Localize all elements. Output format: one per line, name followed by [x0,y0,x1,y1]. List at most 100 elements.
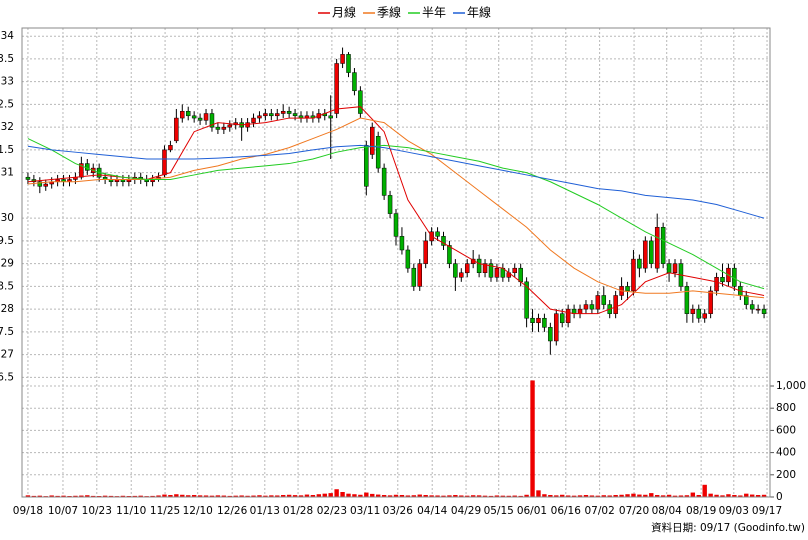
volume-bar [186,495,191,497]
volume-bar [257,495,262,497]
x-tick-label: 09/03 [719,505,749,517]
volume-bar [429,495,434,497]
volume-bar [411,495,417,497]
candle-body [554,313,559,342]
candle-body [328,115,333,119]
candle-body [542,317,547,328]
x-tick-label: 10/07 [48,505,78,517]
volume-bar [79,495,84,497]
candle-body [174,117,179,142]
candle-body [660,226,666,264]
candle-body [761,308,767,314]
candle-body [280,110,286,114]
volume-bar [601,495,606,497]
volume-bar [263,495,268,497]
candle-body [191,115,197,119]
volume-bar [49,495,54,497]
volume-bar [108,495,114,497]
candle-body [512,267,517,273]
volume-bar [25,495,31,497]
candle-body [744,295,749,305]
candle-body [168,145,173,151]
volume-bar [536,490,541,497]
x-tick-label: 06/16 [551,505,582,517]
candle-body [399,236,405,251]
volume-bar [275,495,280,497]
ma-line [27,138,765,290]
candle-body [423,240,428,264]
candle-body [654,226,660,269]
y-tick-label: 9.5 [0,235,14,247]
volume-bar [465,495,470,497]
volume-bar [91,495,96,497]
candle-body [275,113,280,117]
volume-bar [245,495,250,497]
volume-bar [453,495,458,497]
candle-body [482,263,488,273]
candle-body [702,313,707,319]
candle-body [43,183,48,187]
candle-body [459,272,464,278]
candle-body [583,304,589,310]
candle-body [358,90,363,114]
volume-bar [316,494,322,497]
volume-bar [102,495,108,497]
volume-bar [209,495,215,497]
legend-label: 半年 [422,6,446,20]
volume-bar [447,495,452,497]
volume-bar [215,495,221,497]
candle-body [447,245,452,264]
volume-bar [714,494,719,497]
candle-body [180,110,185,119]
volume-bar [548,495,553,497]
y-tick-label: 32 [1,121,14,133]
volume-bar [518,495,523,497]
volume-bar [120,495,126,497]
candle-body [464,263,470,273]
candle-body [530,317,535,324]
volume-bar [500,495,506,497]
candle-body [197,117,203,121]
volume-bar [221,495,227,497]
candle-body [649,240,654,264]
volume-bar [542,494,547,497]
candle-body [263,113,268,117]
volume-bar [470,495,476,497]
y2-tick-label: 200 [776,469,796,481]
volume-bar [346,493,351,497]
candle-body [364,145,369,187]
candle-body [536,317,541,324]
x-tick-label: 02/23 [317,505,347,517]
volume-bar [227,495,232,497]
candle-body [37,181,43,187]
volume-bar [197,495,203,497]
volume-bar [631,493,636,497]
x-tick-label: 01/13 [250,505,280,517]
volume-bar [150,495,155,497]
volume-bar [524,494,529,497]
volume-bar [565,495,571,497]
volume-bar [589,495,595,497]
volume-bar [761,494,767,497]
volume-bar [162,494,167,497]
volume-bar [55,495,60,497]
x-tick-label: 04/14 [417,505,448,517]
candle-body [162,149,167,176]
candle-body [749,304,755,310]
candle-body [643,240,648,269]
volume-bar [583,495,589,497]
candle-body [577,308,583,314]
candle-body [292,113,298,117]
ma-line [27,106,765,315]
y-tick-label: 27 [1,349,14,361]
volume-bar [281,495,286,497]
volume-bar [666,494,672,497]
volume-bar [233,495,238,497]
candle-body [340,54,345,64]
volume-bar [625,494,630,497]
volume-bar [494,495,500,497]
volume-bar [31,495,37,497]
candle-body [714,277,719,292]
candle-body [524,281,529,319]
